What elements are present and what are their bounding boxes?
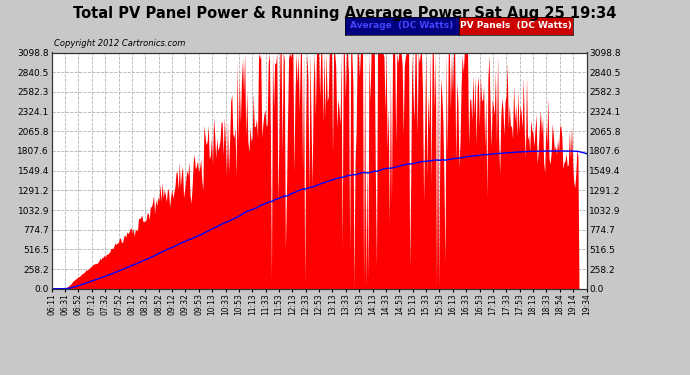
Text: PV Panels  (DC Watts): PV Panels (DC Watts): [460, 21, 572, 30]
Text: Average  (DC Watts): Average (DC Watts): [351, 21, 453, 30]
Text: Copyright 2012 Cartronics.com: Copyright 2012 Cartronics.com: [54, 39, 185, 48]
Text: Total PV Panel Power & Running Average Power Sat Aug 25 19:34: Total PV Panel Power & Running Average P…: [73, 6, 617, 21]
